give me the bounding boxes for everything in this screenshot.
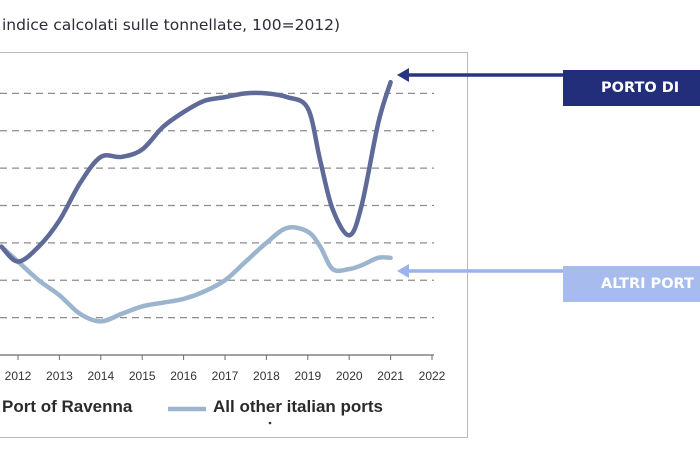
legend-label-ravenna: Port of Ravenna [2, 397, 133, 416]
x-tick-label: 2020 [336, 369, 363, 383]
x-tick-label: 2018 [253, 369, 280, 383]
x-tick-label: 2019 [294, 369, 321, 383]
stray-dot [268, 421, 272, 425]
grid-lines [0, 92, 434, 360]
x-tick-label: 2021 [377, 369, 404, 383]
arrow-altri-head [397, 264, 409, 278]
chart-subtitle: indice calcolati sulle tonnellate, 100=2… [2, 16, 341, 34]
x-tick-label: 2017 [212, 369, 239, 383]
callout-arrows [397, 68, 563, 278]
series-lines [0, 79, 393, 324]
series-line-port-of-ravenna [0, 79, 393, 264]
x-tick-label: 2022 [419, 369, 446, 383]
x-tick-label: 2015 [129, 369, 156, 383]
chart-frame [0, 52, 468, 438]
arrow-ravenna-head [397, 68, 409, 82]
callout-altri-porti: ALTRI PORT [563, 266, 700, 302]
callout-porto-di-ravenna: PORTO DI [563, 70, 700, 106]
x-tick-labels: 2012 2013 2014 2015 2016 2017 2018 2019 2020 2021… [5, 369, 446, 383]
series-line-other-italian-ports [0, 225, 393, 324]
x-tick-label: 2013 [46, 369, 73, 383]
x-tick-label: 2014 [87, 369, 114, 383]
x-tick-label: 2012 [5, 369, 32, 383]
legend [168, 406, 272, 425]
legend-label-other-ports: All other italian ports [213, 397, 384, 416]
x-tick-label: 2016 [170, 369, 197, 383]
